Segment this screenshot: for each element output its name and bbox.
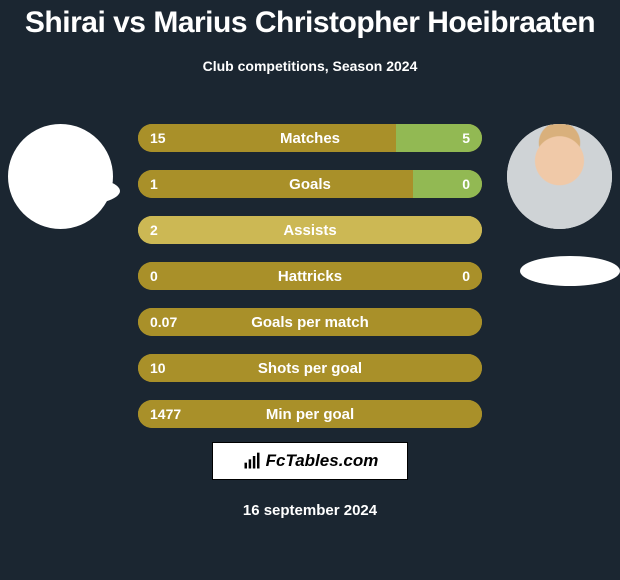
stat-right-value: 0 — [450, 262, 482, 290]
stat-label: Shots per goal — [138, 354, 482, 382]
stat-label: Assists — [138, 216, 482, 244]
stat-right-value — [458, 216, 482, 244]
stat-right-value: 0 — [450, 170, 482, 198]
player-left-flag — [20, 176, 120, 206]
stat-right-value — [458, 308, 482, 336]
stat-bar: 15Matches5 — [138, 124, 482, 152]
stat-bar: 2Assists — [138, 216, 482, 244]
source-logo: FcTables.com — [212, 442, 408, 480]
player-right-avatar — [507, 124, 612, 229]
stat-bar: 10Shots per goal — [138, 354, 482, 382]
stat-bar: 0Hattricks0 — [138, 262, 482, 290]
stat-label: Min per goal — [138, 400, 482, 428]
generated-date: 16 september 2024 — [0, 502, 620, 519]
bar-chart-icon — [242, 451, 262, 471]
stat-right-value — [458, 354, 482, 382]
stat-right-value: 5 — [450, 124, 482, 152]
stat-right-value — [458, 400, 482, 428]
page-subtitle: Club competitions, Season 2024 — [0, 58, 620, 74]
player-right-flag — [520, 256, 620, 286]
stat-label: Matches — [138, 124, 482, 152]
stat-label: Goals per match — [138, 308, 482, 336]
stat-label: Goals — [138, 170, 482, 198]
stat-bar: 1477Min per goal — [138, 400, 482, 428]
stat-label: Hattricks — [138, 262, 482, 290]
stat-bar: 0.07Goals per match — [138, 308, 482, 336]
source-logo-text: FcTables.com — [266, 451, 379, 471]
page-title: Shirai vs Marius Christopher Hoeibraaten — [0, 0, 620, 40]
stat-bars: 15Matches51Goals02Assists0Hattricks00.07… — [138, 124, 482, 446]
stat-bar: 1Goals0 — [138, 170, 482, 198]
